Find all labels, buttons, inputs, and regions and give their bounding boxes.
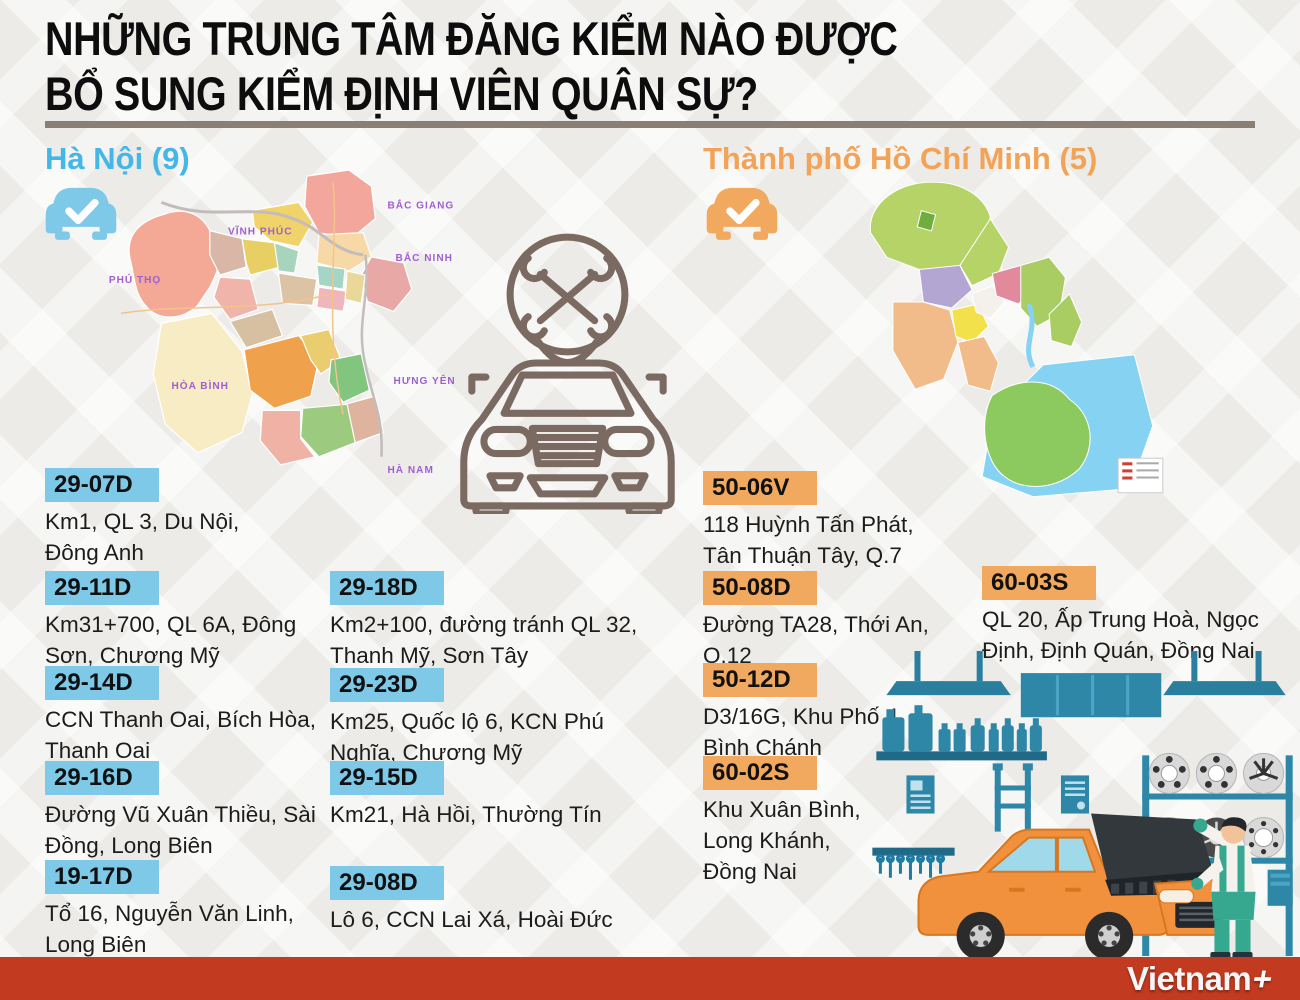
center-address: Khu Xuân Bình, Long Khánh, Đồng Nai [703, 797, 861, 884]
hanoi-map: PHÚ THỌ VĨNH PHÚC BẮC GIANG BẮC NINH HÒA… [109, 169, 456, 476]
center-entry-60-03S: 60-03S QL 20, Ấp Trung Hoà, Ngọc Định, Đ… [982, 566, 1282, 666]
vietnamplus-logo: Vietnam+ [1126, 957, 1276, 1000]
center-address: CCN Thanh Oai, Bích Hòa, Thanh Oai [45, 707, 316, 763]
center-entry-60-02S: 60-02S Khu Xuân Bình, Long Khánh, Đồng N… [703, 756, 993, 887]
svg-text:HÀ NAM: HÀ NAM [387, 463, 433, 476]
center-code-badge: 19-17D [45, 860, 159, 894]
car-wheel [1085, 911, 1134, 959]
center-code-badge: 29-08D [330, 866, 444, 900]
svg-text:VĨNH PHÚC: VĨNH PHÚC [228, 225, 293, 238]
hcmc-section-heading: Thành phố Hồ Chí Minh (5) [703, 141, 1098, 176]
center-address: Km1, QL 3, Du Nội, Đông Anh [45, 509, 240, 565]
center-code-badge: 50-06V [703, 471, 817, 505]
center-entry-29-07D: 29-07D Km1, QL 3, Du Nội, Đông Anh [45, 468, 335, 568]
clipboard-documents [906, 775, 1090, 814]
center-code-badge: 50-12D [703, 663, 817, 697]
center-address: Km21, Hà Hồi, Thường Tín [330, 802, 602, 827]
center-address: Km25, Quốc lộ 6, KCN Phú Nghĩa, Chương M… [330, 709, 604, 765]
center-code-badge: 60-03S [982, 566, 1096, 600]
mechanic-figure [1191, 817, 1256, 959]
orange-car [917, 813, 1225, 959]
vietnamplus-logo-plus: + [1249, 960, 1276, 997]
center-entry-29-08D: 29-08D Lô 6, CCN Lai Xá, Hoài Đức [330, 866, 620, 935]
car-wheel [956, 911, 1005, 959]
hanoi-map-province-labels: PHÚ THỌ VĨNH PHÚC BẮC GIANG BẮC NINH HÒA… [109, 198, 456, 476]
wrench-circle [506, 233, 629, 356]
center-code-badge: 50-08D [703, 571, 817, 605]
hcmc-map-river [1026, 303, 1036, 369]
center-code-badge: 29-18D [330, 571, 444, 605]
hanoi-map-rivers [120, 182, 383, 457]
center-address: 118 Huỳnh Tấn Phát, Tân Thuận Tây, Q.7 [703, 512, 914, 568]
center-entry-29-15D: 29-15D Km21, Hà Hồi, Thường Tín [330, 761, 620, 830]
hcmc-map [869, 181, 1164, 498]
center-code-badge: 29-16D [45, 761, 159, 795]
hcmc-map-legend [1117, 457, 1164, 494]
svg-text:BẮC NINH: BẮC NINH [396, 251, 453, 264]
vietnamplus-logo-text: Vietnam [1126, 960, 1252, 997]
car-check-icon-blue [45, 187, 117, 240]
page-title: NHỮNG TRUNG TÂM ĐĂNG KIỂM NÀO ĐƯỢC BỔ SU… [45, 12, 898, 122]
center-code-badge: 29-23D [330, 668, 444, 702]
car-check-icon-orange [706, 187, 778, 240]
page-title-line1: NHỮNG TRUNG TÂM ĐĂNG KIỂM NÀO ĐƯỢC [45, 12, 898, 65]
ladder-rack [992, 763, 1033, 832]
center-entry-29-23D: 29-23D Km25, Quốc lộ 6, KCN Phú Nghĩa, C… [330, 668, 620, 768]
center-address: Đường Vũ Xuân Thiều, Sài Đồng, Long Biên [45, 802, 316, 858]
hanoi-section-heading: Hà Nội (9) [45, 141, 190, 176]
svg-text:HÒA BÌNH: HÒA BÌNH [171, 379, 229, 392]
center-entry-29-11D: 29-11D Km31+700, QL 6A, Đông Sơn, Chương… [45, 571, 335, 671]
crossed-wrenches-icon [519, 254, 616, 341]
wall-cabinet [1020, 673, 1162, 718]
center-entry-29-18D: 29-18D Km2+100, đường tránh QL 32, Thanh… [330, 571, 650, 671]
center-entry-29-16D: 29-16D Đường Vũ Xuân Thiều, Sài Đồng, Lo… [45, 761, 335, 861]
svg-text:HƯNG YÊN: HƯNG YÊN [394, 374, 456, 387]
center-address: Lô 6, CCN Lai Xá, Hoài Đức [330, 907, 613, 932]
center-address: Tổ 16, Nguyễn Văn Linh, Long Biên [45, 901, 294, 957]
car-front-outline [460, 359, 675, 514]
hcmc-map-districts [869, 181, 1154, 498]
car-inspection-icon [460, 233, 675, 514]
footer-bar: Vietnam+ [0, 957, 1300, 1000]
center-code-badge: 29-14D [45, 666, 159, 700]
center-entry-29-14D: 29-14D CCN Thanh Oai, Bích Hòa, Thanh Oa… [45, 666, 335, 766]
hanging-lamp-icon [886, 651, 1286, 696]
center-code-badge: 29-07D [45, 468, 159, 502]
center-entry-50-06V: 50-06V 118 Huỳnh Tấn Phát, Tân Thuận Tây… [703, 471, 993, 571]
title-divider [45, 121, 1255, 128]
center-entry-19-17D: 19-17D Tổ 16, Nguyễn Văn Linh, Long Biên [45, 860, 335, 960]
oil-shelf [876, 705, 1047, 761]
svg-text:PHÚ THỌ: PHÚ THỌ [109, 273, 161, 286]
wrench-rack [872, 847, 955, 880]
center-address: QL 20, Ấp Trung Hoà, Ngọc Định, Định Quá… [982, 607, 1259, 663]
center-code-badge: 29-15D [330, 761, 444, 795]
center-address: Km2+100, đường tránh QL 32, Thanh Mỹ, Sơ… [330, 612, 638, 668]
garage-scene-illustration [872, 651, 1293, 959]
svg-text:BẮC GIANG: BẮC GIANG [387, 198, 454, 211]
center-entry-50-12D: 50-12D D3/16G, Khu Phố 4, Bình Chánh [703, 663, 993, 763]
center-address: D3/16G, Khu Phố 4, Bình Chánh [703, 704, 905, 760]
center-code-badge: 60-02S [703, 756, 817, 790]
page-title-line2: BỔ SUNG KIỂM ĐỊNH VIÊN QUÂN SỰ? [45, 66, 758, 120]
center-address: Km31+700, QL 6A, Đông Sơn, Chương Mỹ [45, 612, 297, 668]
center-code-badge: 29-11D [45, 571, 159, 605]
